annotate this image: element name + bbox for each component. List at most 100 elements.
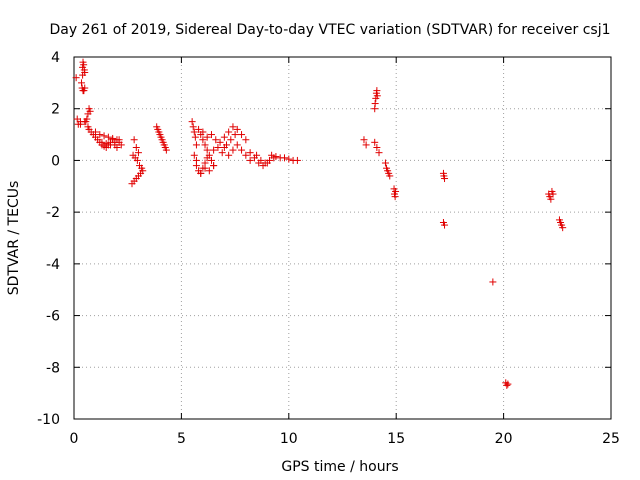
data-point — [195, 125, 203, 133]
data-point — [109, 134, 117, 142]
data-point — [360, 136, 368, 144]
data-point — [489, 278, 497, 286]
data-point — [238, 146, 246, 154]
data-point — [285, 155, 293, 163]
data-point — [72, 74, 80, 82]
data-point — [268, 151, 276, 159]
data-point — [113, 144, 121, 151]
data-point — [225, 128, 233, 136]
data-point — [192, 141, 200, 149]
data-points — [72, 58, 567, 389]
data-point — [205, 167, 213, 175]
data-point — [261, 159, 269, 167]
x-tick-label: 10 — [280, 431, 298, 447]
x-tick-label: 20 — [495, 431, 513, 447]
data-point — [203, 133, 211, 141]
data-point — [549, 190, 557, 198]
data-point — [220, 133, 228, 141]
data-point — [504, 380, 512, 388]
x-tick-label: 0 — [70, 431, 79, 447]
data-point — [227, 136, 235, 144]
axis-ticks — [73, 56, 612, 420]
y-tick-label: -10 — [37, 412, 60, 428]
grid — [74, 57, 611, 419]
x-tick-label: 25 — [602, 431, 620, 447]
data-point — [189, 123, 197, 131]
data-point — [203, 146, 211, 154]
data-point — [190, 128, 198, 136]
data-point — [91, 128, 99, 136]
data-point — [257, 156, 265, 164]
x-axis-label: GPS time / hours — [281, 459, 398, 475]
data-point — [104, 133, 112, 141]
data-point — [207, 156, 215, 164]
data-point — [547, 195, 555, 203]
data-point — [225, 151, 233, 159]
data-point — [191, 133, 199, 141]
data-point — [212, 136, 220, 144]
data-point — [134, 149, 142, 157]
data-point — [373, 92, 381, 100]
y-tick-labels: 4 2 0 -2 -4 -6 -8 -10 — [37, 50, 60, 428]
data-point — [81, 69, 89, 77]
data-point — [201, 141, 209, 149]
y-tick-label: -6 — [46, 309, 60, 325]
data-point — [207, 131, 215, 139]
data-point — [375, 149, 383, 157]
data-point — [107, 141, 115, 149]
data-point — [86, 107, 94, 115]
data-point — [214, 144, 222, 151]
data-point — [362, 141, 370, 149]
data-point — [381, 159, 389, 167]
y-tick-label: 4 — [51, 50, 60, 66]
data-point — [210, 146, 218, 154]
data-point — [201, 164, 209, 172]
data-point — [238, 131, 246, 139]
data-point — [76, 120, 84, 128]
data-point — [133, 156, 141, 164]
data-point — [242, 136, 250, 144]
data-point — [188, 118, 196, 126]
data-point — [229, 123, 237, 131]
data-point — [100, 132, 108, 140]
data-point — [192, 156, 200, 164]
data-point — [115, 136, 123, 144]
y-tick-label: -4 — [46, 257, 60, 273]
data-point — [281, 154, 289, 162]
data-point — [78, 79, 86, 87]
data-point — [138, 164, 146, 172]
data-point — [132, 144, 140, 151]
data-point — [253, 151, 261, 159]
y-tick-label: -2 — [46, 205, 60, 221]
data-point — [216, 138, 224, 146]
data-point — [386, 172, 394, 180]
x-tick-labels: 0 5 10 15 20 25 — [70, 431, 620, 447]
data-point — [197, 169, 205, 177]
data-point — [98, 138, 106, 146]
data-point — [246, 156, 254, 164]
y-axis-label: SDTVAR / TECUs — [6, 181, 22, 296]
data-point — [220, 144, 228, 151]
data-point — [246, 149, 254, 157]
data-point — [218, 149, 226, 157]
data-point — [111, 138, 119, 146]
y-tick-label: -8 — [46, 360, 60, 376]
data-point — [190, 151, 198, 159]
data-point — [503, 381, 511, 389]
data-point — [130, 136, 138, 144]
data-point — [233, 125, 241, 133]
data-point — [373, 144, 381, 151]
x-tick-label: 15 — [387, 431, 405, 447]
data-point — [80, 61, 88, 69]
data-point — [162, 146, 170, 154]
data-point — [233, 141, 241, 149]
data-point — [210, 162, 218, 170]
y-tick-label: 2 — [51, 102, 60, 118]
data-point — [242, 151, 250, 159]
data-point — [205, 151, 213, 159]
x-tick-label: 5 — [177, 431, 186, 447]
data-point — [441, 175, 449, 183]
data-point — [81, 84, 89, 92]
data-point — [265, 156, 273, 164]
